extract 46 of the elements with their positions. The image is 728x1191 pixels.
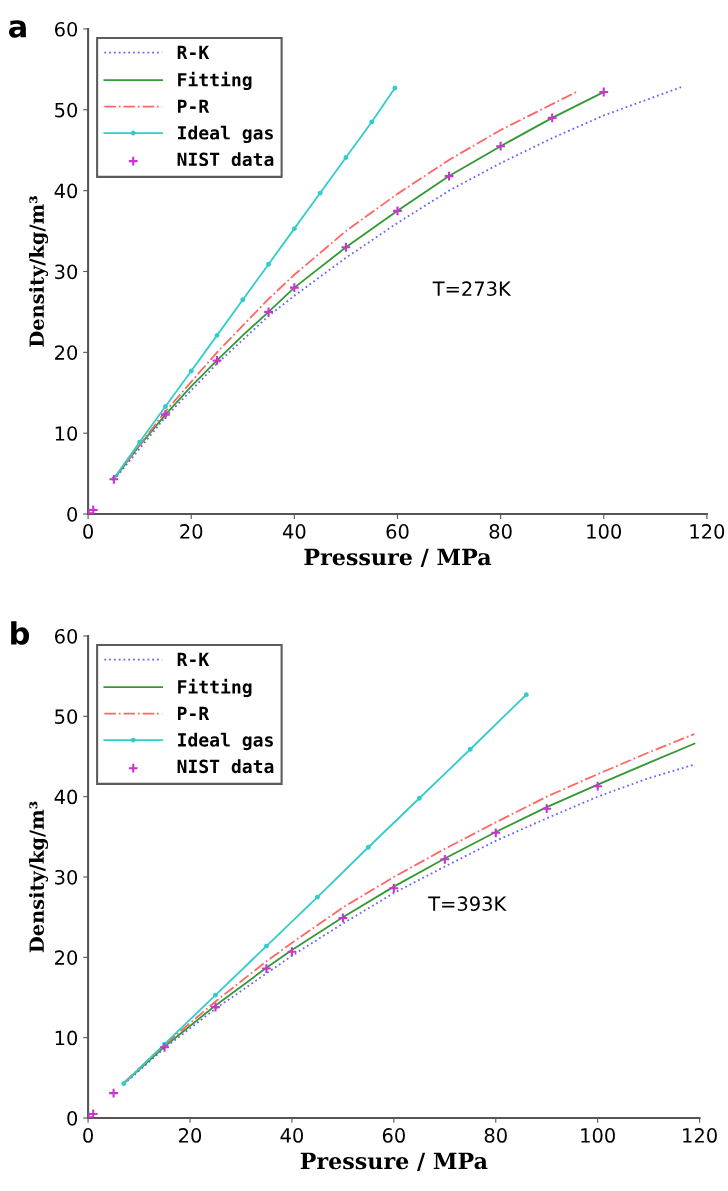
y-tick-label: 50: [55, 709, 78, 724]
y-tick-label: 30: [55, 869, 78, 885]
x-tick-label: 20: [180, 524, 203, 539]
y-tick-label: 10: [55, 1030, 78, 1046]
x-tick-label: 0: [83, 524, 93, 539]
x-tick-label: 60: [382, 1128, 405, 1143]
y-tick-label: 60: [54, 628, 78, 644]
y-tick-label: 40: [54, 183, 78, 199]
legend-label: P-R: [177, 99, 210, 113]
annotation: T=273K: [432, 281, 512, 297]
x-tick-label: 40: [280, 1128, 304, 1143]
x-tick-label: 0: [83, 1128, 93, 1143]
legend-label: NIST data: [177, 152, 274, 167]
y-tick-label: 40: [54, 789, 78, 805]
x-tick-label: 40: [282, 524, 306, 539]
y-tick-label: 20: [55, 345, 78, 360]
annotation: T=393K: [428, 896, 507, 912]
text: a: [8, 20, 26, 38]
legend-label: Ideal gas: [178, 732, 273, 751]
legend-label: Fitting: [178, 678, 252, 698]
legend-label: NIST data: [177, 759, 274, 774]
y-tick-label: 20: [55, 950, 78, 965]
y-axis-title: Density/kg/m³: [28, 196, 49, 347]
y-tick-label: 0: [67, 506, 78, 522]
x-tick-label: 20: [179, 1128, 202, 1143]
legend-label: Ideal gas: [178, 125, 273, 144]
y-tick-label: 60: [54, 21, 78, 37]
x-tick-label: 120: [690, 524, 725, 539]
x-tick-label: 80: [484, 1128, 507, 1143]
y-tick-label: 50: [55, 102, 78, 118]
x-axis-title: Pressure / MPa: [300, 1152, 488, 1172]
y-tick-label: 0: [67, 1110, 78, 1126]
y-tick-label: 30: [55, 264, 78, 280]
y-tick-label: 10: [55, 426, 78, 441]
legend-label: P-R: [177, 706, 210, 720]
x-tick-label: 100: [581, 1128, 615, 1143]
x-tick-label: 120: [683, 1128, 717, 1143]
legend-label: R-K: [177, 45, 210, 59]
x-tick-label: 100: [587, 524, 622, 539]
text: b: [11, 621, 30, 645]
x-tick-label: 60: [386, 524, 409, 539]
x-tick-label: 80: [489, 524, 512, 539]
x-axis-title: Pressure / MPa: [304, 548, 492, 568]
legend-label: Fitting: [178, 71, 252, 91]
y-axis-title: Density/kg/m³: [28, 801, 49, 953]
legend-label: R-K: [177, 652, 210, 666]
